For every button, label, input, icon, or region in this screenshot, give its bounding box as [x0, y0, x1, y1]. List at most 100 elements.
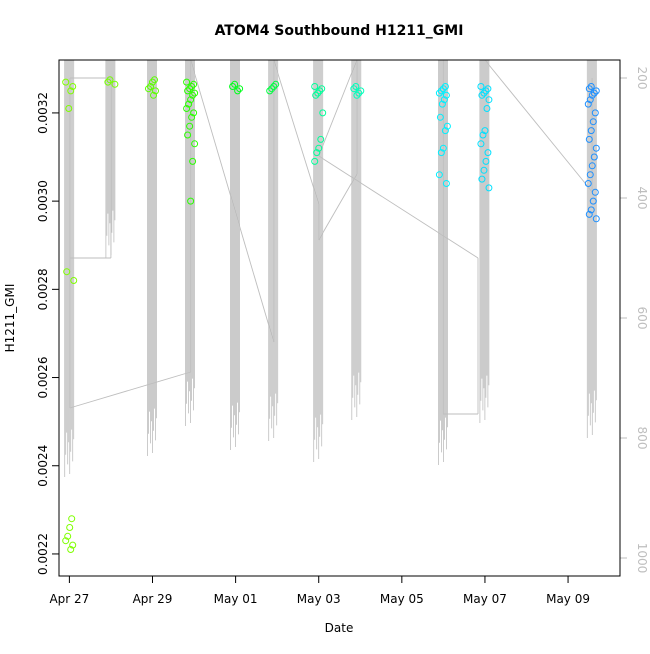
y2-tick-label: 1000	[635, 543, 649, 574]
data-point	[585, 85, 593, 93]
data-point	[69, 83, 77, 90]
data-point	[589, 118, 597, 126]
data-point	[592, 215, 600, 223]
y2-tick-label: 600	[635, 307, 649, 330]
data-point	[229, 83, 237, 90]
data-point	[437, 87, 445, 95]
data-point	[313, 149, 321, 157]
data-point	[183, 78, 191, 86]
data-point	[584, 100, 592, 108]
data-point	[186, 122, 194, 130]
data-point	[266, 87, 274, 95]
data-point	[478, 175, 486, 183]
data-point	[439, 144, 447, 152]
axes-layer: Apr 27 Apr 29 May 01 May 03 May 05 May 07 May …	[36, 67, 649, 606]
data-point	[442, 91, 450, 99]
transit-segment	[318, 59, 358, 157]
data-point	[150, 91, 157, 99]
data-point	[151, 76, 158, 84]
transit-segment	[318, 155, 479, 259]
data-point	[317, 135, 325, 143]
data-point	[355, 89, 363, 97]
data-point	[485, 96, 493, 104]
data-point	[268, 85, 276, 93]
data-point	[588, 91, 596, 99]
data-point	[586, 171, 594, 179]
data-point	[435, 171, 443, 179]
data-point	[590, 89, 598, 97]
y2-tick-label: 800	[635, 427, 649, 450]
data-point	[357, 87, 365, 95]
data-point	[145, 85, 152, 93]
y2-tick-label: 200	[635, 67, 649, 90]
data-point	[315, 144, 323, 152]
data-point	[483, 105, 491, 112]
data-point	[586, 96, 594, 104]
data-point	[188, 113, 196, 121]
data-point	[589, 197, 597, 205]
data-point	[590, 153, 598, 161]
data-point	[104, 78, 112, 86]
data-point	[592, 87, 600, 95]
data-point	[184, 87, 192, 95]
data-point	[319, 109, 327, 117]
y-tick-label: 0.0026	[36, 357, 50, 399]
data-point	[587, 127, 595, 135]
y-axis-label: H1211_GMI	[3, 284, 17, 353]
data-point	[439, 85, 447, 93]
data-point	[484, 85, 492, 93]
y-tick-label: 0.0028	[36, 268, 50, 310]
data-point	[314, 89, 322, 97]
data-point	[587, 206, 595, 214]
data-point	[479, 131, 487, 139]
data-point	[187, 96, 195, 104]
x-tick-label: May 07	[463, 592, 507, 606]
data-point	[435, 89, 443, 97]
data-point	[438, 100, 446, 108]
data-point	[312, 91, 320, 99]
data-point	[67, 87, 75, 95]
data-point	[478, 91, 486, 99]
y2-tick-label: 400	[635, 187, 649, 210]
data-point	[186, 85, 194, 93]
data-point	[62, 78, 70, 86]
data-point	[352, 83, 360, 90]
data-point	[591, 109, 599, 117]
x-tick-label: May 03	[297, 592, 341, 606]
data-point	[482, 157, 490, 165]
data-point	[436, 113, 444, 121]
data-points-layer	[62, 76, 600, 553]
data-point	[62, 537, 70, 545]
data-point	[152, 87, 159, 95]
data-point	[189, 157, 197, 165]
data-point	[190, 80, 198, 88]
data-point	[440, 96, 448, 104]
data-point	[185, 100, 193, 108]
data-point	[68, 515, 76, 523]
data-point	[66, 524, 74, 531]
data-point	[189, 91, 197, 99]
x-tick-label: May 09	[546, 592, 590, 606]
transit-segment	[69, 371, 191, 409]
data-point	[477, 140, 485, 148]
data-point	[592, 144, 600, 152]
data-point	[190, 109, 198, 117]
data-point	[484, 149, 492, 157]
data-point	[443, 122, 451, 130]
data-point	[191, 140, 199, 148]
y-tick-label: 0.0022	[36, 533, 50, 575]
data-point	[477, 83, 485, 90]
transit-segment	[318, 173, 358, 241]
data-point	[584, 180, 592, 187]
data-point	[311, 157, 319, 165]
data-point	[234, 87, 242, 95]
data-point	[585, 210, 593, 218]
data-point	[236, 85, 244, 93]
data-point	[480, 166, 488, 174]
data-point	[188, 83, 196, 90]
data-point	[353, 91, 361, 99]
data-point	[70, 277, 78, 284]
data-point	[106, 76, 114, 84]
transit-segment	[273, 59, 320, 205]
